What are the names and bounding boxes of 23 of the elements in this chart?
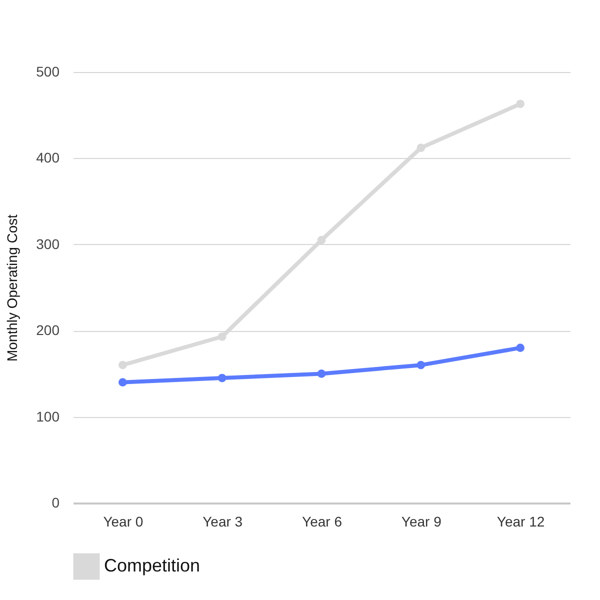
x-tick-label: Year 6 (302, 514, 342, 530)
point (516, 344, 524, 352)
x-tick-label: Year 3 (202, 514, 243, 530)
x-tick-label: Year 9 (401, 514, 442, 530)
y-tick-label: 0 (52, 494, 60, 510)
point (317, 236, 326, 244)
x-tick-label: Year 12 (496, 514, 545, 530)
point (118, 378, 127, 386)
point (218, 374, 226, 382)
point (218, 332, 226, 341)
point (118, 360, 127, 370)
y-tick-label: 500 (36, 64, 60, 80)
y-axis-title: Monthly Operating Cost (4, 214, 20, 362)
y-tick-label: 400 (36, 150, 60, 166)
y-tick-label: 200 (36, 322, 60, 338)
point (416, 144, 426, 152)
x-tick-label: Year 0 (103, 514, 144, 530)
legend-label: Competition (104, 556, 200, 576)
y-tick-label: 100 (36, 408, 60, 424)
point (317, 370, 326, 378)
point (516, 100, 524, 108)
point (416, 360, 426, 370)
y-tick-label: 300 (36, 236, 60, 252)
